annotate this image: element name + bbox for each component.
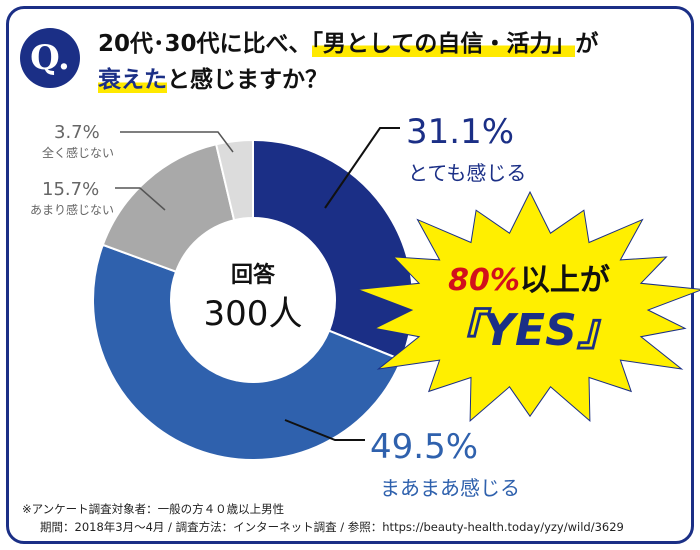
- burst-line-1: 80%以上が: [448, 263, 610, 298]
- leader-line-slice-4: [120, 131, 234, 153]
- burst-percent: 80%: [448, 263, 520, 298]
- burst-yes: 『YES』: [439, 305, 621, 356]
- title-highlight: 「男としての自信・活力」: [311, 31, 576, 57]
- center-label: 回答: [231, 262, 276, 288]
- center-total: 300人: [204, 294, 303, 334]
- donut-hole: [171, 218, 335, 382]
- slice-1-label: とても感じる: [408, 161, 526, 185]
- slice-3-value: 15.7%: [42, 179, 99, 200]
- leader-line-slice-1: [324, 127, 400, 209]
- chart-frame: [6, 6, 694, 544]
- footnote: ※アンケート調査対象者：一般の方４０歳以上男性 期間：2018年3月～4月 / …: [22, 500, 624, 536]
- title-highlight-2: 衰えた: [98, 67, 167, 93]
- title-suffix-2: と感じますか？: [167, 67, 328, 93]
- title-line-1: 20代･30代に比べ、「男としての自信・活力」が: [98, 26, 683, 62]
- title-line-2: 衰えたと感じますか？: [98, 62, 683, 98]
- leader-line-slice-2: [284, 419, 365, 441]
- title-prefix: 20代･30代に比べ、: [98, 31, 312, 57]
- slice-4-value: 3.7%: [54, 122, 100, 143]
- question-title: 20代･30代に比べ、「男としての自信・活力」が 衰えたと感じますか？: [98, 26, 683, 98]
- yes-starburst: [357, 190, 700, 423]
- footnote-line-2: 期間：2018年3月～4月 / 調査方法：インターネット調査 / 参照：http…: [40, 520, 624, 534]
- slice-2-value: 49.5%: [370, 427, 478, 467]
- burst-rest: 以上が: [520, 263, 610, 298]
- leader-line-slice-3: [115, 187, 166, 211]
- footnote-line-1: ※アンケート調査対象者：一般の方４０歳以上男性: [22, 502, 285, 516]
- slice-4-label: 全く感じない: [42, 145, 114, 160]
- slice-1-value: 31.1%: [406, 112, 514, 152]
- question-badge: Q.: [20, 28, 80, 88]
- slice-3-label: あまり感じない: [30, 202, 114, 217]
- title-suffix: が: [575, 31, 599, 57]
- slice-2-label: まあまあ感じる: [380, 476, 520, 500]
